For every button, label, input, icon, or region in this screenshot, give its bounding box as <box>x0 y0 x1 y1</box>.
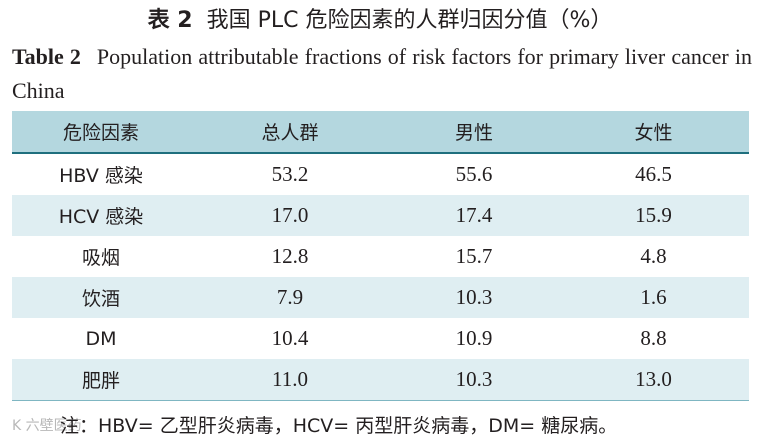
total-population-cell: 10.4 <box>271 326 309 350</box>
total-population-cell: 17.0 <box>271 203 309 227</box>
male-cell: 10.9 <box>455 326 493 350</box>
column-header: 女性 <box>558 111 749 154</box>
column-header: 危险因素 <box>12 111 190 154</box>
total-population-cell: 53.2 <box>271 162 309 186</box>
table-row: HBV 感染 53.2 55.6 46.5 <box>12 153 749 195</box>
female-cell: 46.5 <box>635 162 672 186</box>
female-cell: 1.6 <box>640 285 667 309</box>
table-row: 饮酒 7.9 10.3 1.6 <box>12 277 749 318</box>
risk-factor-cell: 饮酒 <box>81 288 120 310</box>
total-population-cell: 12.8 <box>271 244 309 268</box>
female-cell: 13.0 <box>558 359 749 401</box>
risk-factor-cell: 肥胖 <box>12 359 190 401</box>
female-cell: 4.8 <box>640 244 667 268</box>
male-cell: 55.6 <box>455 162 493 186</box>
male-cell: 10.3 <box>455 285 493 309</box>
column-header: 总人群 <box>190 111 390 154</box>
risk-factor-table: 危险因素 总人群 男性 女性 HBV 感染 53.2 55.6 46.5 HCV… <box>12 111 749 401</box>
risk-factor-cell: HBV 感染 <box>59 165 143 187</box>
table-row: DM 10.4 10.9 8.8 <box>12 318 749 359</box>
total-population-cell: 7.9 <box>276 285 304 309</box>
table-title-chinese: 表 2 我国 PLC 危险因素的人群归因分值（%） <box>0 4 760 38</box>
column-header: 男性 <box>390 111 558 154</box>
risk-factor-cell: HCV 感染 <box>58 206 144 228</box>
female-cell: 15.9 <box>635 203 672 227</box>
table-header-row: 危险因素 总人群 男性 女性 <box>12 111 749 154</box>
table-row: 肥胖 11.0 10.3 13.0 <box>12 359 749 401</box>
risk-factor-cell: 吸烟 <box>81 247 120 269</box>
table-title-chinese-text: 我国 PLC 危险因素的人群归因分值（%） <box>206 8 613 33</box>
table-footnote: 注：HBV= 乙型肝炎病毒，HCV= 丙型肝炎病毒，DM= 糖尿病。 <box>60 415 618 437</box>
table-title-english-text: Population attributable fractions of ris… <box>12 44 752 103</box>
female-cell: 8.8 <box>640 326 667 350</box>
male-cell: 15.7 <box>455 244 493 268</box>
total-population-cell: 11.0 <box>190 359 390 401</box>
table-row: 吸烟 12.8 15.7 4.8 <box>12 236 749 277</box>
watermark: K 六壁医药 <box>12 418 82 434</box>
table-number-chinese: 表 2 <box>147 8 193 33</box>
table-title-english: Table 2 Population attributable fractions… <box>12 40 752 108</box>
male-cell: 17.4 <box>455 203 493 227</box>
table-row: HCV 感染 17.0 17.4 15.9 <box>12 195 749 236</box>
male-cell: 10.3 <box>390 359 558 401</box>
table-number-english: Table 2 <box>12 44 81 69</box>
risk-factor-cell: DM <box>85 327 117 350</box>
